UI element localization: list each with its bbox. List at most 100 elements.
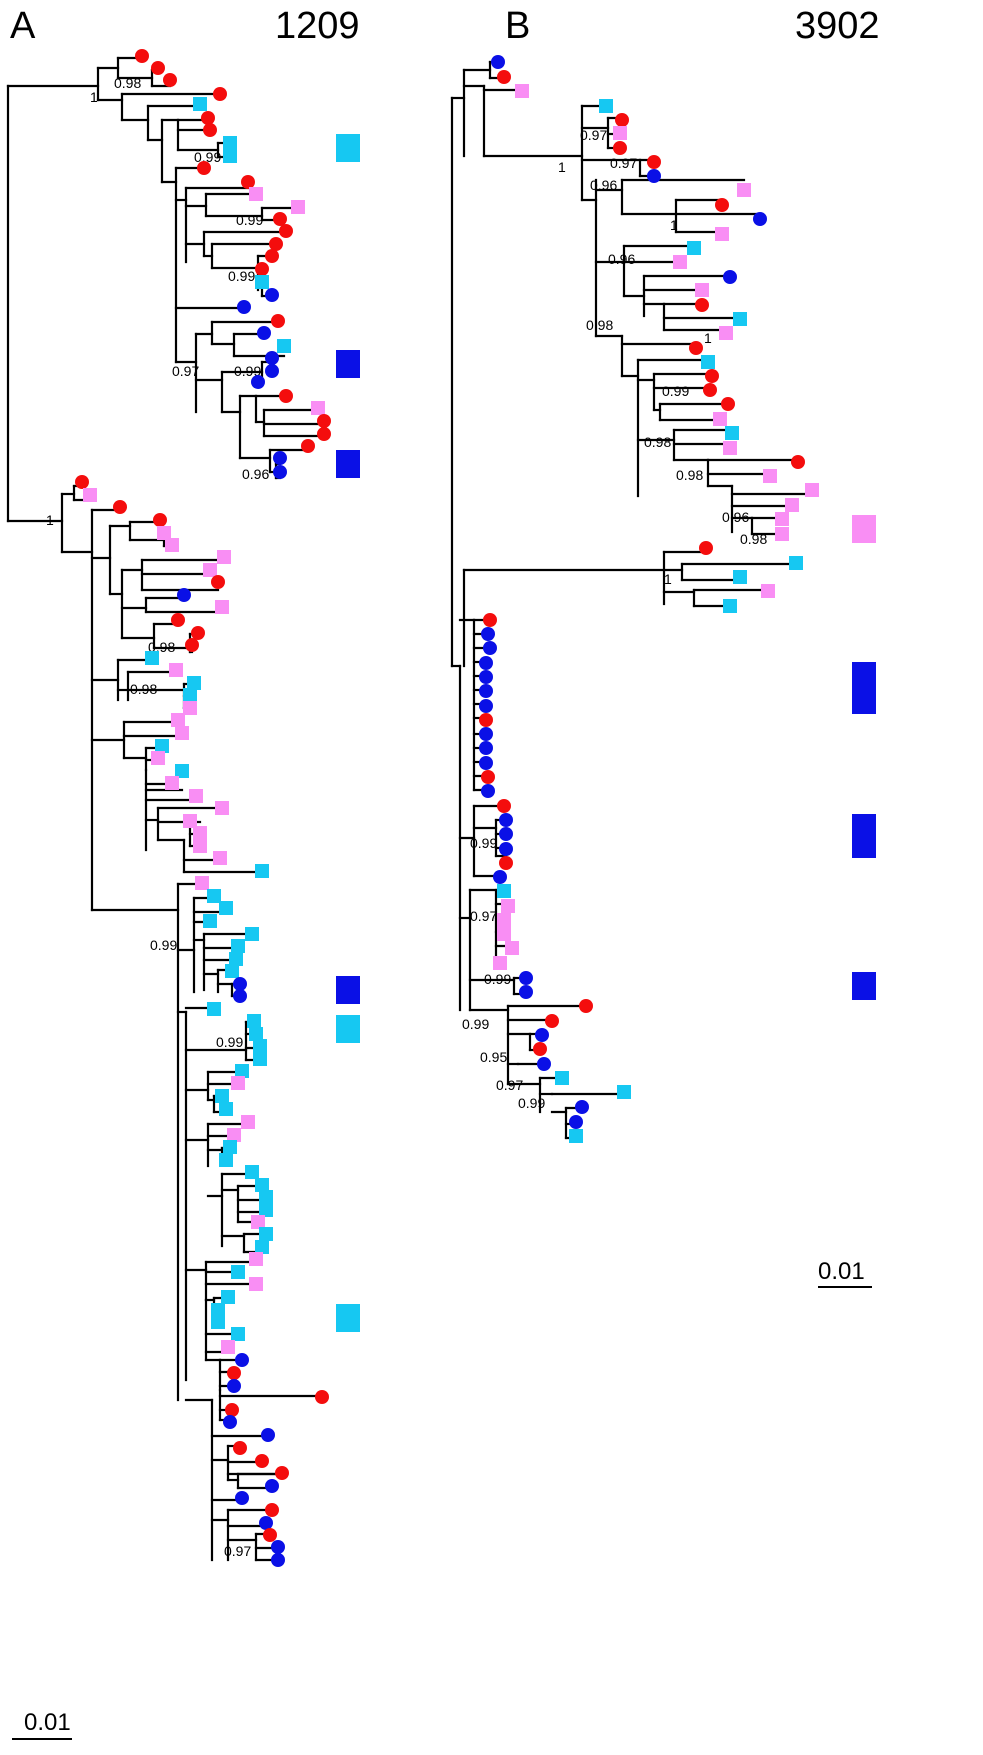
tip-circle-blue (499, 813, 513, 827)
tip-square-cyan (259, 1190, 273, 1204)
support-value: 0.96 (242, 466, 269, 482)
tip-square-cyan (183, 688, 197, 702)
tip-square-cyan (245, 1165, 259, 1179)
tip-square-pink (713, 412, 727, 426)
tip-circle-blue (227, 1379, 241, 1393)
tip-square-cyan (255, 1178, 269, 1192)
tip-circle-blue (479, 656, 493, 670)
tip-square-cyan (223, 1140, 237, 1154)
tip-square-pink (157, 526, 171, 540)
tip-circle-red (171, 613, 185, 627)
tip-square-pink (505, 941, 519, 955)
tip-circle-red (703, 383, 717, 397)
tip-square-cyan (555, 1071, 569, 1085)
tip-square-pink (175, 726, 189, 740)
tip-square-cyan (235, 1064, 249, 1078)
clade-marker-cyan (336, 1304, 360, 1332)
tip-square-pink (189, 789, 203, 803)
tip-square-pink (763, 469, 777, 483)
tip-circle-red (497, 70, 511, 84)
tip-circle-red (191, 626, 205, 640)
support-value: 0.97 (172, 363, 199, 379)
tip-square-cyan (211, 1303, 225, 1317)
tip-square-pink (719, 326, 733, 340)
tip-square-cyan (255, 1240, 269, 1254)
tip-square-pink (151, 751, 165, 765)
clade-marker-cyan (336, 134, 360, 162)
support-value: 0.99 (470, 835, 497, 851)
support-value: 0.97 (580, 127, 607, 143)
tip-square-cyan (231, 1265, 245, 1279)
tip-square-cyan (231, 1327, 245, 1341)
panel-b: B 3902 0.970.9710.9610.9610.980.990.980.… (450, 5, 880, 1288)
tip-circle-red (705, 369, 719, 383)
tip-circle-blue (271, 1553, 285, 1567)
tip-square-cyan (231, 939, 245, 953)
tip-circle-blue (261, 1428, 275, 1442)
tip-circle-blue (535, 1028, 549, 1042)
tip-square-pink (291, 200, 305, 214)
tip-circle-red (301, 439, 315, 453)
tip-square-pink (169, 663, 183, 677)
tip-square-cyan (253, 1039, 267, 1053)
tip-square-pink (775, 527, 789, 541)
tip-circle-blue (235, 1491, 249, 1505)
tip-square-pink (183, 814, 197, 828)
tip-square-cyan (223, 149, 237, 163)
tip-circle-blue (223, 1415, 237, 1429)
tip-circle-blue (481, 784, 495, 798)
tip-square-pink (501, 899, 515, 913)
tip-circle-red (497, 799, 511, 813)
tip-circle-blue (237, 300, 251, 314)
tip-circle-blue (235, 1353, 249, 1367)
panel-b-scale-label: 0.01 (818, 1258, 865, 1285)
tip-circle-blue (177, 588, 191, 602)
tip-square-cyan (733, 570, 747, 584)
tip-square-pink (497, 927, 511, 941)
tip-circle-red (647, 155, 661, 169)
tip-circle-red (689, 341, 703, 355)
tip-square-pink (805, 483, 819, 497)
tree-a-tips (75, 49, 331, 1567)
tip-circle-blue (575, 1100, 589, 1114)
panel-a-letter: A (10, 5, 36, 47)
tip-circle-red (317, 427, 331, 441)
tree-b-support-values: 0.970.9710.9610.9610.980.990.980.980.960… (462, 127, 767, 1111)
tip-square-pink (515, 84, 529, 98)
support-value: 0.99 (194, 149, 221, 165)
tip-circle-blue (479, 756, 493, 770)
tip-circle-red (273, 212, 287, 226)
tip-circle-blue (519, 985, 533, 999)
tip-square-pink (673, 255, 687, 269)
tree-a-clade-markers (336, 134, 360, 1332)
tip-circle-blue (479, 727, 493, 741)
tip-square-pink (165, 776, 179, 790)
tip-square-cyan (255, 275, 269, 289)
tip-circle-blue (259, 1516, 273, 1530)
support-value: 0.99 (484, 971, 511, 987)
tip-circle-red (695, 298, 709, 312)
tip-circle-blue (273, 465, 287, 479)
tip-square-pink (193, 839, 207, 853)
tip-circle-red (213, 87, 227, 101)
panel-a-title: 1209 (275, 5, 360, 47)
tip-square-pink (723, 441, 737, 455)
support-value: 0.96 (608, 251, 635, 267)
clade-marker-blue (852, 814, 876, 858)
tip-circle-blue (753, 212, 767, 226)
tip-square-cyan (687, 241, 701, 255)
tip-circle-blue (265, 364, 279, 378)
tip-square-cyan (725, 426, 739, 440)
tip-circle-red (203, 123, 217, 137)
support-value: 0.99 (518, 1095, 545, 1111)
tree-a-branches (6, 56, 326, 1562)
tip-square-pink (497, 913, 511, 927)
tip-circle-red (263, 1528, 277, 1542)
tip-circle-red (699, 541, 713, 555)
tip-circle-red (279, 224, 293, 238)
tip-square-pink (183, 701, 197, 715)
tip-circle-red (265, 249, 279, 263)
tip-circle-red (163, 73, 177, 87)
tip-square-cyan (569, 1129, 583, 1143)
